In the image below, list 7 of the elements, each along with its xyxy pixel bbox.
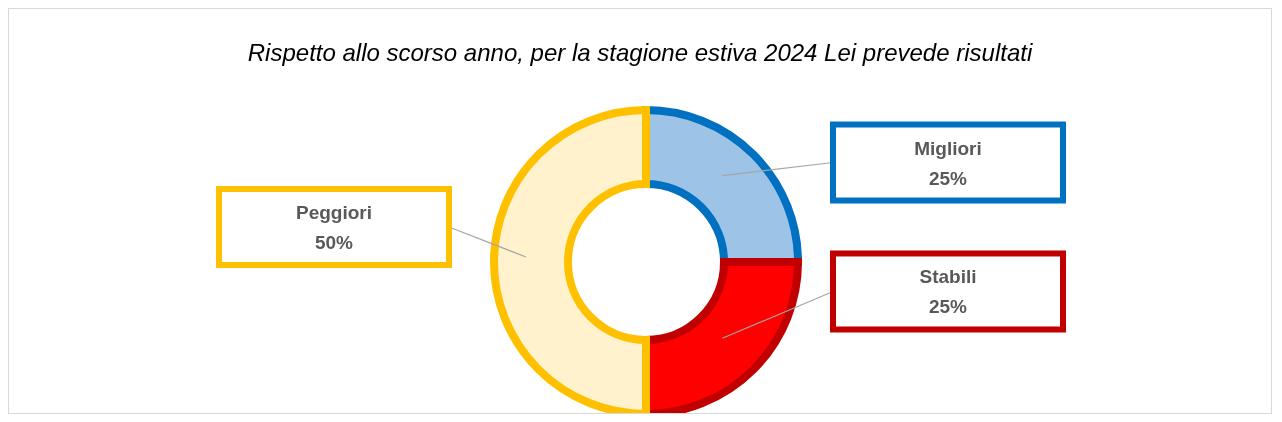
- slice-label: Migliori: [914, 137, 982, 159]
- chart-title: Rispetto allo scorso anno, per la stagione estiva 2024 Lei prevede risultati: [246, 39, 1034, 67]
- data-label: 25%: [928, 167, 968, 189]
- slice-label: Peggiori: [295, 202, 373, 223]
- slice-label: Stabili: [919, 266, 977, 288]
- data-label: 50%: [314, 232, 354, 253]
- data-label: 25%: [928, 296, 968, 318]
